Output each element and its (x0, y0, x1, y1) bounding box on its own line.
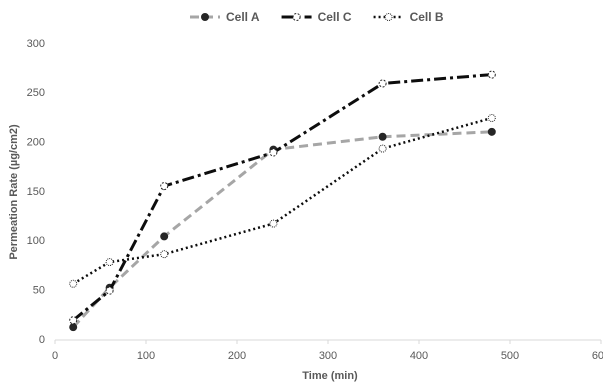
y-tick-label: 0 (39, 334, 45, 346)
x-tick-label: 200 (228, 350, 246, 362)
y-tick-label: 100 (27, 235, 45, 247)
marker (69, 323, 78, 332)
y-tick-label: 150 (27, 186, 45, 198)
x-axis-label: Time (min) (302, 370, 358, 382)
y-tick-label: 300 (27, 38, 45, 50)
marker (160, 182, 169, 191)
x-tick-label: 100 (137, 350, 155, 362)
x-tick-label: 300 (319, 350, 337, 362)
x-tick-label: 500 (501, 350, 519, 362)
y-tick-label: 50 (33, 285, 45, 297)
marker (487, 70, 496, 79)
marker (69, 279, 78, 288)
marker (378, 132, 387, 141)
marker (269, 148, 278, 157)
marker (69, 316, 78, 325)
marker (160, 250, 169, 259)
marker (105, 286, 114, 295)
legend-label: Cell A (226, 10, 260, 24)
marker (487, 127, 496, 136)
x-tick-label: 600 (592, 350, 603, 362)
x-tick-label: 0 (52, 350, 58, 362)
legend-marker (292, 13, 301, 21)
marker (160, 232, 169, 241)
series-line (72, 130, 492, 329)
y-tick-label: 200 (27, 137, 45, 149)
series-line (72, 116, 493, 285)
marker (378, 144, 387, 153)
marker (269, 219, 278, 228)
legend-label: Cell B (410, 10, 444, 24)
marker (105, 258, 114, 267)
marker (487, 114, 496, 122)
legend-marker (384, 13, 393, 21)
legend-label: Cell C (318, 10, 352, 24)
legend-marker (201, 13, 209, 21)
marker (378, 79, 387, 88)
series-line (72, 73, 492, 322)
x-tick-label: 400 (410, 350, 428, 362)
y-axis-label: Permeation Rate (µg/cm2) (8, 124, 20, 260)
y-tick-label: 250 (27, 87, 45, 99)
